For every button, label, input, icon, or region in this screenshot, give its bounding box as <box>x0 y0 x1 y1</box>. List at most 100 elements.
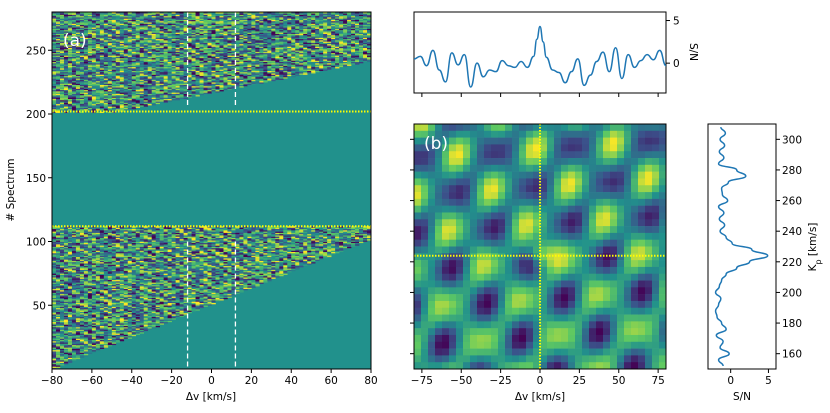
heatmap-cell <box>171 268 176 270</box>
heatmap-cell <box>171 309 176 311</box>
heatmap-cell <box>239 230 244 232</box>
heatmap-cell <box>131 231 137 233</box>
heatmap-cell <box>83 235 89 237</box>
heatmap-cell <box>303 255 308 258</box>
heatmap-cell <box>179 251 184 254</box>
heatmap-cell <box>219 267 224 269</box>
heatmap-cell <box>115 305 121 307</box>
heatmap-cell <box>83 292 89 295</box>
heatmap-cell <box>91 227 97 230</box>
heatmap-cell <box>87 292 93 295</box>
heatmap-cell <box>63 347 69 349</box>
heatmap-cell <box>163 269 168 272</box>
heatmap-cell <box>87 108 93 111</box>
heatmap-cell <box>243 265 248 268</box>
heatmap-cell <box>203 254 208 256</box>
heatmap-cell <box>75 312 81 315</box>
heatmap-cell <box>79 245 85 247</box>
heatmap-cell <box>52 365 57 367</box>
heatmap-cell <box>55 254 61 256</box>
heatmap-cell <box>159 298 164 301</box>
heatmap-cell <box>95 332 101 334</box>
heatmap-cell <box>183 232 188 235</box>
heatmap-cell <box>55 348 61 351</box>
heatmap-cell <box>111 312 117 315</box>
heatmap-cell <box>59 343 65 346</box>
heatmap-cell <box>331 226 336 228</box>
heatmap-cell <box>127 330 133 333</box>
heatmap-cell <box>235 279 240 282</box>
heatmap-cell <box>143 270 148 273</box>
heatmap-cell <box>107 250 113 252</box>
heatmap-cell <box>83 242 89 245</box>
heatmap-cell <box>79 292 85 295</box>
heatmap-cell <box>79 339 85 342</box>
heatmap-cell <box>71 274 77 277</box>
heatmap-cell <box>267 264 272 267</box>
heatmap-cell <box>247 240 252 242</box>
heatmap-cell <box>359 240 364 242</box>
heatmap-cell <box>119 325 125 328</box>
heatmap-cell <box>327 232 332 235</box>
heatmap-cell <box>147 300 152 302</box>
heatmap-cell <box>195 306 200 309</box>
heatmap-cell <box>195 267 200 269</box>
heatmap-cell <box>115 337 121 339</box>
heatmap-cell <box>79 279 85 282</box>
heatmap-cell <box>79 323 85 325</box>
heatmap-cell <box>295 255 300 258</box>
heatmap-cell <box>211 279 216 282</box>
heatmap-cell <box>79 352 85 354</box>
heatmap-cell <box>163 306 168 309</box>
heatmap-cell <box>147 287 152 289</box>
heatmap-cell <box>143 268 148 270</box>
heatmap-cell <box>52 263 57 265</box>
heatmap-cell <box>71 343 77 346</box>
heatmap-cell <box>99 311 105 314</box>
heatmap-cell <box>279 238 284 241</box>
heatmap-cell <box>363 237 368 240</box>
heatmap-cell <box>143 241 148 244</box>
heatmap-cell <box>91 240 97 242</box>
heatmap-cell <box>307 258 312 260</box>
heatmap-cell <box>131 293 137 296</box>
heatmap-cell <box>211 283 216 286</box>
heatmap-cell <box>59 291 65 293</box>
heatmap-cell <box>127 301 133 303</box>
heatmap-cell <box>103 270 109 273</box>
heatmap-cell <box>227 235 232 237</box>
heatmap-cell <box>95 289 101 292</box>
heatmap-cell <box>95 292 101 295</box>
heatmap-cell <box>211 267 216 269</box>
heatmap-cell <box>187 269 192 272</box>
heatmap-cell <box>91 311 97 314</box>
heatmap-cell <box>99 277 105 279</box>
heatmap-cell <box>271 237 276 240</box>
heatmap-cell <box>63 348 69 351</box>
heatmap-cell <box>327 231 332 233</box>
heatmap-cell <box>271 260 276 263</box>
heatmap-cell <box>339 238 344 241</box>
heatmap-cell <box>91 264 97 267</box>
heatmap-cell <box>247 263 252 265</box>
heatmap-cell <box>311 240 316 242</box>
heatmap-cell <box>147 301 152 303</box>
heatmap-cell <box>147 230 152 232</box>
heatmap-cell <box>163 247 168 250</box>
heatmap-cell <box>191 230 196 232</box>
heatmap-cell <box>87 318 93 320</box>
heatmap-cell <box>131 245 137 247</box>
heatmap-cell <box>323 241 328 244</box>
heatmap-cell <box>115 237 121 240</box>
heatmap-cell <box>199 292 204 295</box>
heatmap-cell <box>183 270 188 273</box>
heatmap-cell <box>75 249 81 251</box>
heatmap-cell <box>52 300 57 302</box>
heatmap-cell <box>127 236 133 238</box>
heatmap-cell <box>63 346 69 348</box>
heatmap-cell <box>283 263 288 265</box>
heatmap-cell <box>127 291 133 293</box>
heatmap-cell <box>243 288 248 291</box>
heatmap-cell <box>95 286 101 288</box>
